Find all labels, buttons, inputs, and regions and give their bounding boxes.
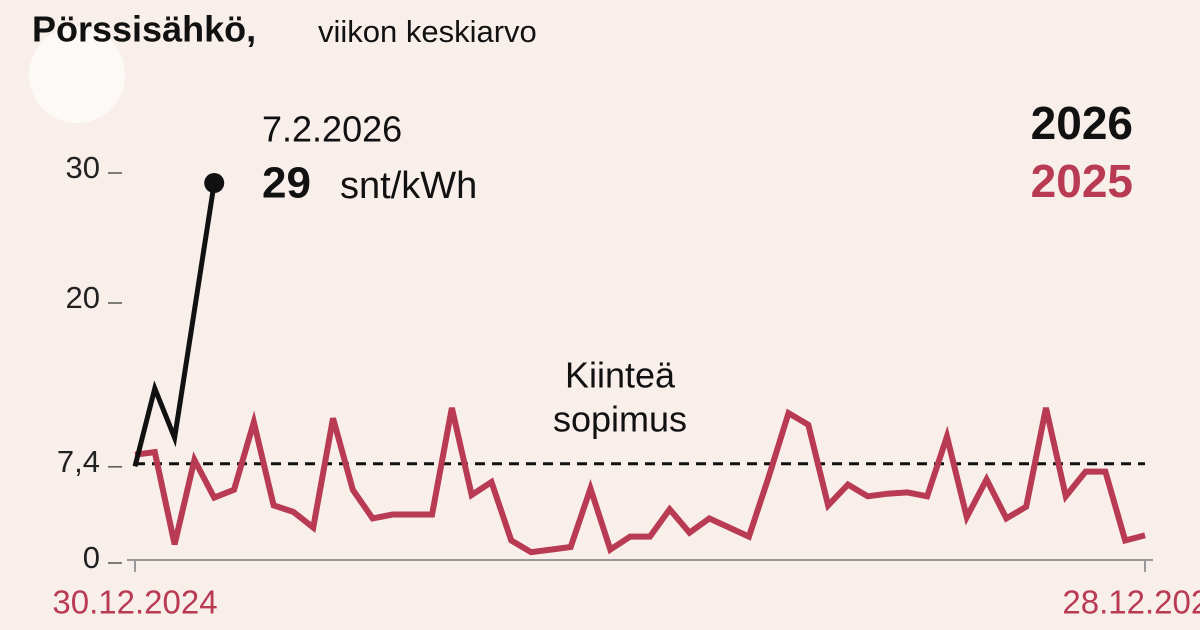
chart-subtitle: viikon keskiarvo: [318, 14, 537, 49]
logo: [29, 27, 125, 123]
reference-label: sopimus: [553, 399, 687, 440]
annotation-unit: snt/kWh: [340, 165, 477, 207]
chart-title: Pörssisähkö,: [32, 9, 256, 50]
y-tick-label: 20: [66, 280, 100, 315]
y-tick-label: 0: [83, 540, 100, 575]
annotation-value: 29: [262, 159, 311, 208]
series-line: [132, 182, 217, 468]
y-tick-label: 30: [66, 150, 100, 185]
legend-entry: 2025: [1031, 155, 1133, 207]
series-line: [134, 407, 1146, 556]
annotation-point: [204, 173, 225, 193]
x-tick-label: 28.12.2025: [1062, 584, 1200, 621]
y-tick-label: 7,4: [57, 444, 100, 479]
x-tick-label: 30.12.2024: [52, 584, 217, 621]
annotation-date: 7.2.2026: [262, 109, 402, 150]
reference-label: Kiinteä: [565, 355, 676, 396]
legend-entry: 2026: [1031, 97, 1133, 149]
